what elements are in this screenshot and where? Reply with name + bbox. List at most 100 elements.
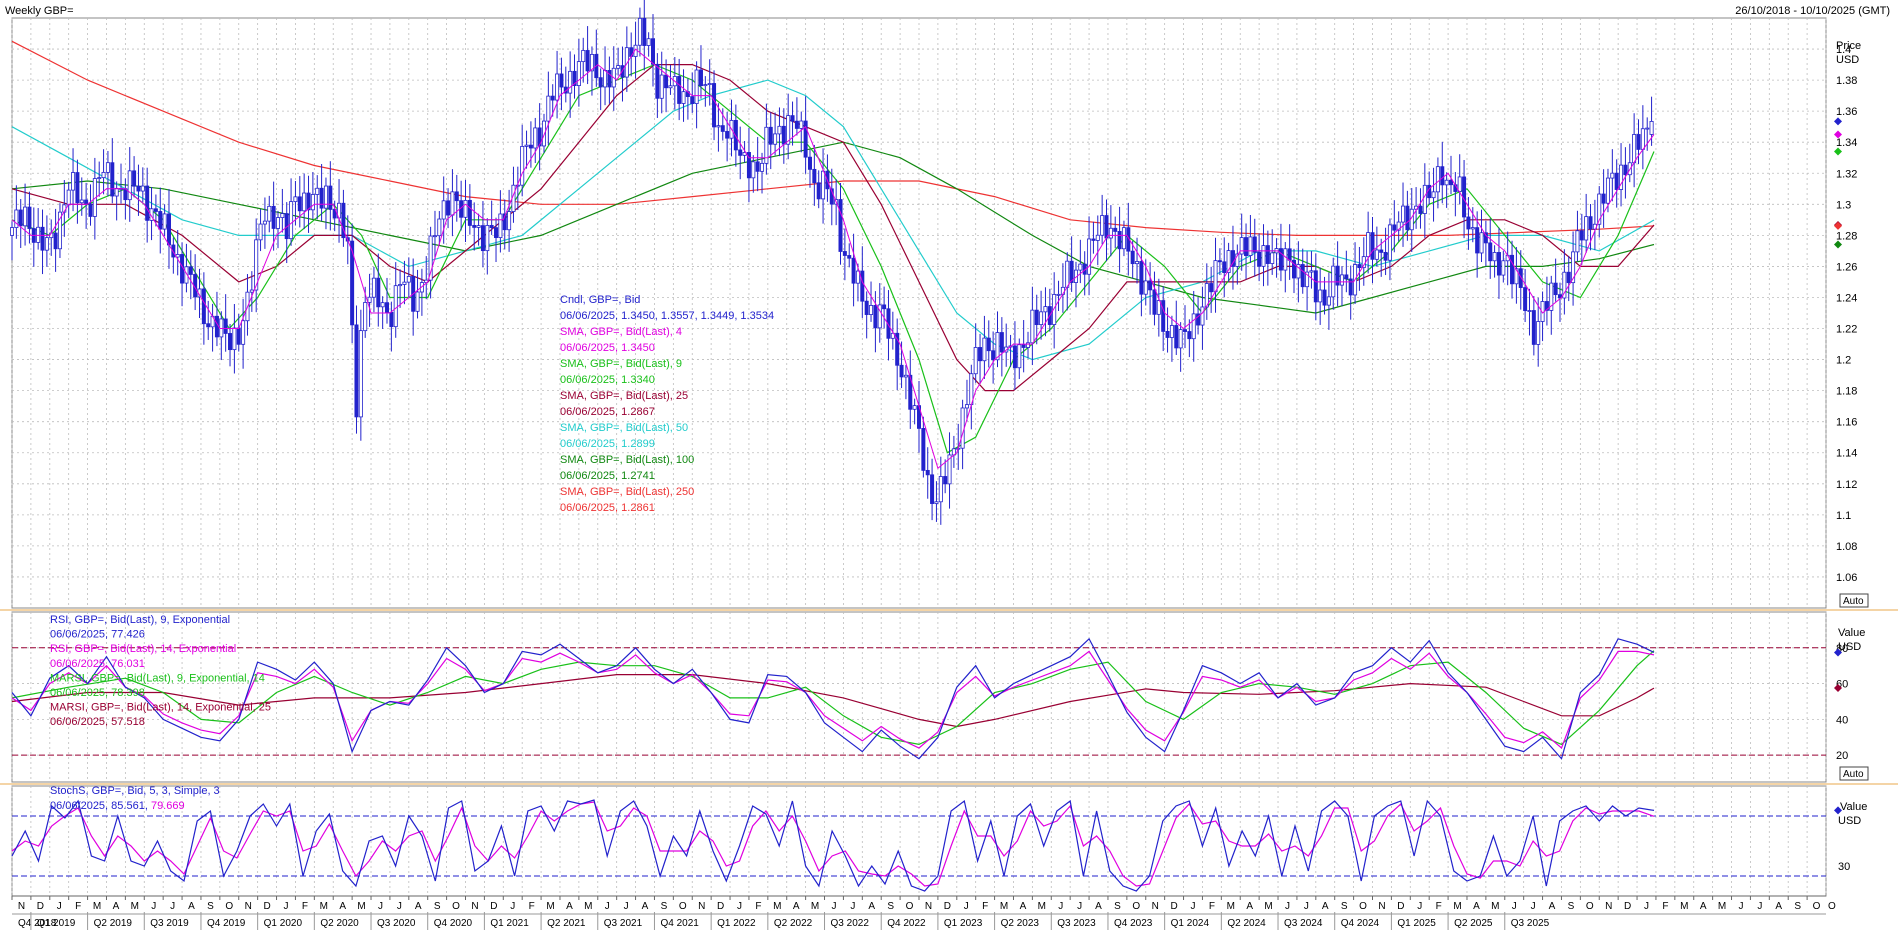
candle-body (1335, 265, 1340, 286)
candle-body (1169, 325, 1174, 338)
candle-body (842, 251, 847, 256)
candle-body (603, 70, 608, 88)
rsi9-line (11, 637, 1655, 760)
candle-body (546, 95, 551, 122)
price-legend-entry: 06/06/2025, 1.2867 (560, 406, 655, 418)
candle-body (703, 84, 708, 87)
candle-body (1649, 121, 1654, 135)
candle-body (1527, 310, 1532, 312)
month-label: O (452, 901, 460, 912)
candle-body (1130, 250, 1135, 265)
candle-body (228, 333, 233, 351)
candle-body (57, 211, 62, 250)
month-label: A (113, 901, 120, 912)
candle-body (1091, 238, 1096, 241)
candle-body (1470, 227, 1475, 230)
candle-body (380, 302, 385, 308)
month-label: J (624, 901, 629, 912)
candle-body (986, 337, 991, 352)
month-label: F (75, 901, 81, 912)
candle-body (751, 161, 756, 179)
candle-body (1239, 237, 1244, 255)
month-label: D (1397, 901, 1404, 912)
candle-body (297, 196, 302, 212)
candle-body (18, 209, 23, 227)
candle-body (1558, 294, 1563, 299)
candle-body (158, 211, 163, 230)
rsi-tick-label: 40 (1836, 714, 1848, 726)
candle-body (1143, 280, 1148, 295)
candle-body (166, 213, 171, 246)
candle-body (136, 185, 141, 192)
rsi-legend-entry: RSI, GBP=, Bid(Last), 14, Exponential (50, 643, 236, 655)
sma100-marker (1834, 240, 1842, 249)
candle-body (398, 284, 403, 287)
candle-body (869, 305, 874, 315)
candle-body (720, 125, 725, 132)
candle-body (114, 187, 119, 197)
candle-body (1017, 344, 1022, 369)
candle-body (655, 63, 660, 99)
candle-body (921, 428, 926, 471)
candle-body (947, 454, 952, 485)
candle-body (437, 218, 442, 237)
candle-body (681, 91, 686, 104)
month-label: J (170, 901, 175, 912)
candle-body (1466, 216, 1471, 230)
candle-body (184, 266, 189, 284)
candle-body (201, 288, 206, 325)
rsi-auto-button[interactable] (1839, 766, 1869, 781)
candle-body (446, 200, 451, 216)
candle-body (485, 225, 490, 252)
candle-body (219, 318, 224, 338)
sma4-marker (1834, 130, 1842, 139)
candle-body (851, 257, 856, 284)
candle-body (755, 161, 760, 172)
month-label: J (1058, 901, 1063, 912)
month-label: D (944, 901, 951, 912)
candle-body (1095, 234, 1100, 241)
candle-body (1374, 249, 1379, 260)
price-legend-entry: 06/06/2025, 1.3450 (560, 342, 655, 354)
candle-body (1579, 230, 1584, 241)
candle-body (249, 289, 254, 293)
candle-body (319, 187, 324, 209)
candle-body (1544, 301, 1549, 311)
candle-body (1148, 280, 1153, 291)
candle-body (677, 76, 682, 104)
month-label: F (1662, 901, 1668, 912)
candle-body (145, 185, 150, 221)
month-label: M (773, 901, 781, 912)
candle-body (746, 152, 751, 179)
candle-body (101, 171, 106, 179)
candle-body (1313, 270, 1318, 303)
sma250-marker (1834, 221, 1842, 230)
candle-body (1383, 252, 1388, 261)
month-label: A (793, 901, 800, 912)
candle-body (489, 225, 494, 229)
month-label: J (1417, 901, 1422, 912)
price-auto-button[interactable] (1839, 593, 1869, 608)
candle-body (236, 327, 241, 345)
month-label: O (225, 901, 233, 912)
candle-body (363, 302, 368, 332)
month-label: J (283, 901, 288, 912)
candle-body (315, 187, 320, 195)
candle-body (467, 199, 472, 226)
candle-body (1108, 227, 1113, 239)
month-label: N (1152, 901, 1159, 912)
month-label: M (1000, 901, 1008, 912)
candle-body (14, 209, 19, 229)
candle-body (1636, 134, 1641, 150)
month-label: F (529, 901, 535, 912)
candle-body (890, 332, 895, 339)
candle-body (925, 469, 930, 476)
price-tick-label: 1.32 (1836, 168, 1857, 180)
quarter-label: Q1 2021 (490, 918, 529, 929)
last-price-marker (1834, 117, 1842, 126)
candle-body (1021, 344, 1026, 348)
candle-body (873, 305, 878, 329)
candle-body (999, 332, 1004, 353)
